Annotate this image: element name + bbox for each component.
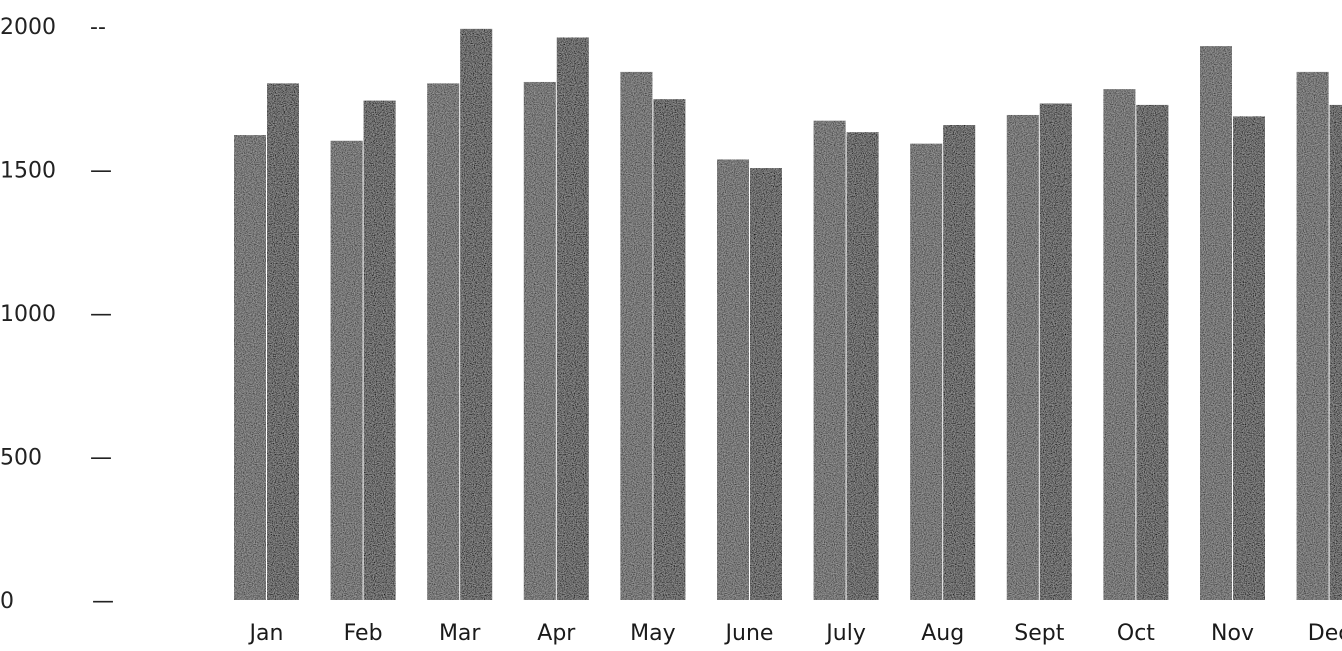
bar-group-aug <box>910 125 976 601</box>
bar-aug-series-1 <box>910 143 943 601</box>
y-tick-label: 1500 <box>0 159 56 184</box>
x-tick-label: Apr <box>537 621 576 646</box>
bar-jan-series-1 <box>234 135 266 600</box>
y-tick-label: 2000 <box>0 15 56 40</box>
y-tick-mark: — <box>90 446 112 471</box>
bar-june-series-1 <box>717 159 749 600</box>
x-tick-label: Aug <box>921 621 964 646</box>
bar-apr-series-1 <box>523 81 556 601</box>
bar-july-series-1 <box>813 120 846 601</box>
bar-jan-series-2 <box>267 83 299 600</box>
bar-sept-series-1 <box>1006 114 1039 600</box>
bar-aug-series-2 <box>943 125 976 600</box>
x-tick-label: July <box>824 621 866 646</box>
y-tick-mark: — <box>90 159 112 184</box>
y-tick-label: 0 <box>0 589 14 614</box>
bar-dec-series-2 <box>1329 104 1342 601</box>
bar-group-nov <box>1200 46 1265 600</box>
bar-group-apr <box>523 37 589 601</box>
y-tick-mark: — <box>92 589 114 614</box>
bar-feb-series-2 <box>363 100 396 601</box>
y-tick-mark: — <box>90 302 112 327</box>
bars <box>234 28 1342 601</box>
x-axis: Jan Feb Mar Apr May June July Aug Sept Oct Nov Dec <box>248 621 1342 646</box>
x-tick-label: May <box>630 621 675 646</box>
bar-mar-series-1 <box>427 83 460 600</box>
x-tick-label: June <box>724 621 774 646</box>
bar-group-june <box>717 159 782 600</box>
y-axis: 2000 -- 1500 — 1000 — 500 — 0 — <box>0 15 114 614</box>
x-tick-label: Nov <box>1211 621 1254 646</box>
bar-may-series-1 <box>620 71 653 601</box>
bar-group-july <box>813 120 879 601</box>
x-tick-label: Feb <box>344 621 383 646</box>
bar-nov-series-2 <box>1233 116 1265 600</box>
y-tick-mark: -- <box>90 15 106 40</box>
x-tick-label: Jan <box>248 621 284 646</box>
x-tick-label: Dec <box>1308 621 1342 646</box>
x-tick-label: Oct <box>1117 621 1155 646</box>
bar-group-sept <box>1006 103 1072 601</box>
bar-group-oct <box>1103 89 1169 601</box>
x-tick-label: Mar <box>439 621 481 646</box>
bar-oct-series-2 <box>1136 104 1169 601</box>
bar-nov-series-1 <box>1200 46 1232 600</box>
bar-group-dec <box>1296 71 1342 601</box>
bar-group-mar <box>427 28 493 601</box>
bar-june-series-2 <box>750 168 782 600</box>
bar-may-series-2 <box>653 99 686 600</box>
x-tick-label: Sept <box>1014 621 1064 646</box>
bar-feb-series-1 <box>330 140 363 601</box>
bar-group-may <box>620 71 686 601</box>
bar-apr-series-2 <box>556 37 589 601</box>
bar-group-feb <box>330 100 396 601</box>
bar-dec-series-1 <box>1296 71 1329 601</box>
bar-group-jan <box>234 83 299 600</box>
bar-mar-series-2 <box>460 28 493 601</box>
bar-oct-series-1 <box>1103 89 1136 600</box>
y-tick-label: 1000 <box>0 302 56 327</box>
bar-july-series-2 <box>846 132 879 600</box>
bar-sept-series-2 <box>1039 103 1072 601</box>
y-tick-label: 500 <box>0 446 42 471</box>
